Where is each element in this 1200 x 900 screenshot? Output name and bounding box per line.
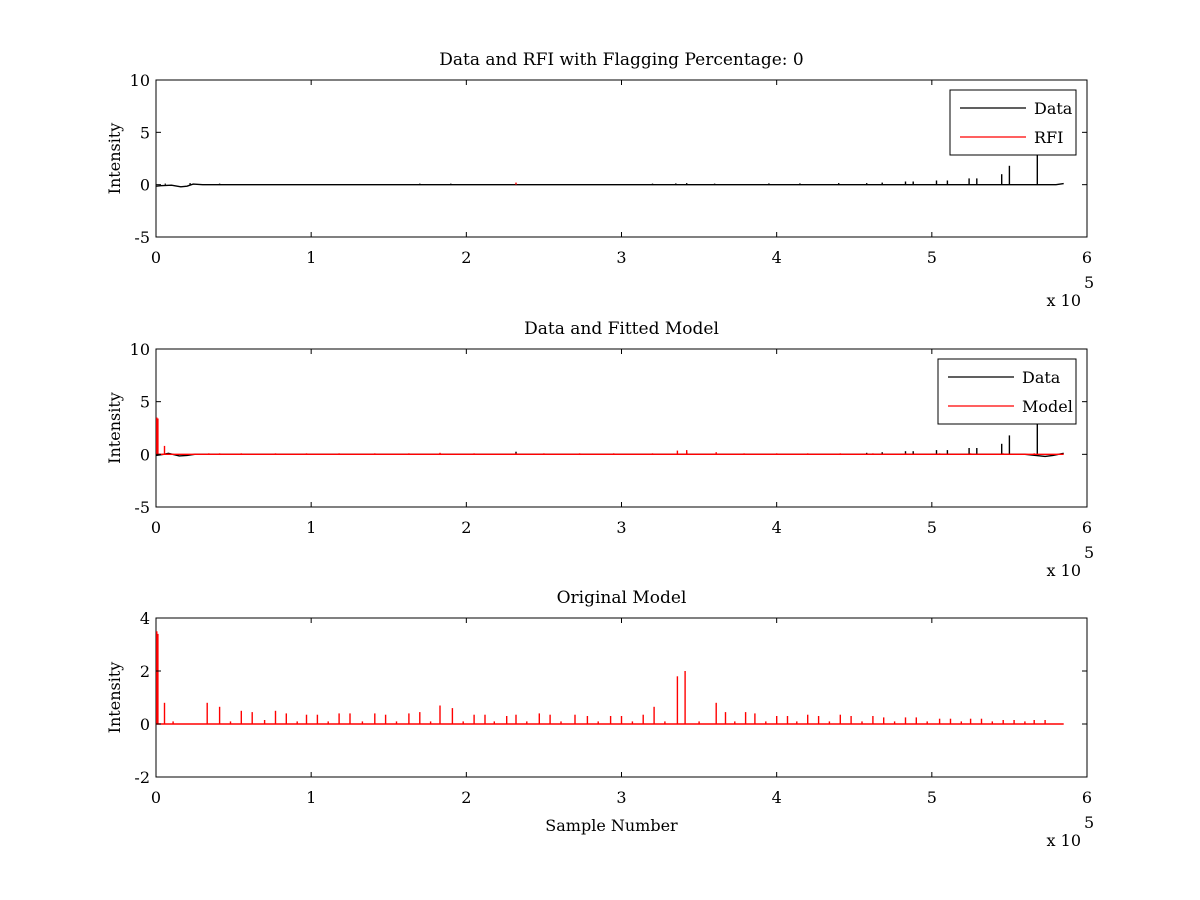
chart-title: Data and RFI with Flagging Percentage: 0 bbox=[439, 50, 803, 70]
series-group bbox=[156, 111, 1064, 188]
x-tick-label: 4 bbox=[772, 788, 782, 807]
data-baseline bbox=[156, 182, 1064, 188]
y-tick-label: 4 bbox=[140, 609, 150, 628]
x-tick-label: 5 bbox=[927, 518, 937, 537]
x-tick-label: 3 bbox=[616, 788, 626, 807]
plot-area bbox=[155, 617, 1088, 778]
x-exponent-label: x 10 bbox=[1047, 831, 1081, 850]
x-exponent-power: 5 bbox=[1084, 813, 1094, 832]
x-tick-label: 0 bbox=[151, 248, 161, 267]
x-tick-label: 2 bbox=[461, 788, 471, 807]
x-tick-label: 1 bbox=[306, 518, 316, 537]
x-exponent-power: 5 bbox=[1084, 273, 1094, 292]
series-group bbox=[156, 631, 1064, 725]
x-tick-label: 2 bbox=[461, 248, 471, 267]
y-tick-label: 10 bbox=[130, 71, 150, 90]
y-tick-label: -2 bbox=[134, 768, 150, 787]
legend: Data RFI bbox=[949, 89, 1077, 156]
legend-label-data: Data bbox=[1034, 99, 1073, 118]
x-exponent-label: x 10 bbox=[1047, 291, 1081, 310]
x-tick-label: 2 bbox=[461, 518, 471, 537]
x-tick-label: 0 bbox=[151, 788, 161, 807]
x-exponent-label: x 10 bbox=[1047, 561, 1081, 580]
x-tick-label: 1 bbox=[306, 788, 316, 807]
y-tick-label: 0 bbox=[140, 445, 150, 464]
y-axis-label: Intensity bbox=[105, 662, 124, 734]
x-exponent-power: 5 bbox=[1084, 543, 1094, 562]
x-tick-label: 1 bbox=[306, 248, 316, 267]
x-tick-label: 4 bbox=[772, 518, 782, 537]
x-tick-label: 0 bbox=[151, 518, 161, 537]
x-tick-label: 3 bbox=[616, 248, 626, 267]
x-axis-label: Sample Number bbox=[545, 816, 678, 835]
legend-box bbox=[949, 89, 1077, 156]
y-tick-label: 5 bbox=[140, 123, 150, 142]
y-axis-label: Intensity bbox=[105, 392, 124, 464]
y-tick-label: -5 bbox=[134, 498, 150, 517]
x-tick-label: 4 bbox=[772, 248, 782, 267]
x-tick-label: 5 bbox=[927, 248, 937, 267]
y-tick-label: -5 bbox=[134, 228, 150, 247]
legend-box bbox=[937, 358, 1077, 425]
legend-label-rfi: RFI bbox=[1034, 128, 1063, 147]
x-tick-label: 6 bbox=[1082, 788, 1092, 807]
chart-title: Data and Fitted Model bbox=[524, 319, 719, 339]
x-tick-label: 6 bbox=[1082, 518, 1092, 537]
y-tick-label: 0 bbox=[140, 715, 150, 734]
plot-area bbox=[155, 79, 1088, 238]
legend: Data Model bbox=[937, 358, 1077, 425]
x-tick-label: 3 bbox=[616, 518, 626, 537]
legend-label-data: Data bbox=[1022, 368, 1061, 387]
plot-area bbox=[155, 348, 1088, 508]
y-tick-label: 2 bbox=[140, 662, 150, 681]
chart-title: Original Model bbox=[557, 588, 687, 608]
y-tick-label: 5 bbox=[140, 393, 150, 412]
y-tick-label: 0 bbox=[140, 176, 150, 195]
y-tick-label: 10 bbox=[130, 340, 150, 359]
x-tick-label: 6 bbox=[1082, 248, 1092, 267]
legend-label-model: Model bbox=[1022, 397, 1073, 416]
x-tick-label: 5 bbox=[927, 788, 937, 807]
y-axis-label: Intensity bbox=[105, 123, 124, 195]
